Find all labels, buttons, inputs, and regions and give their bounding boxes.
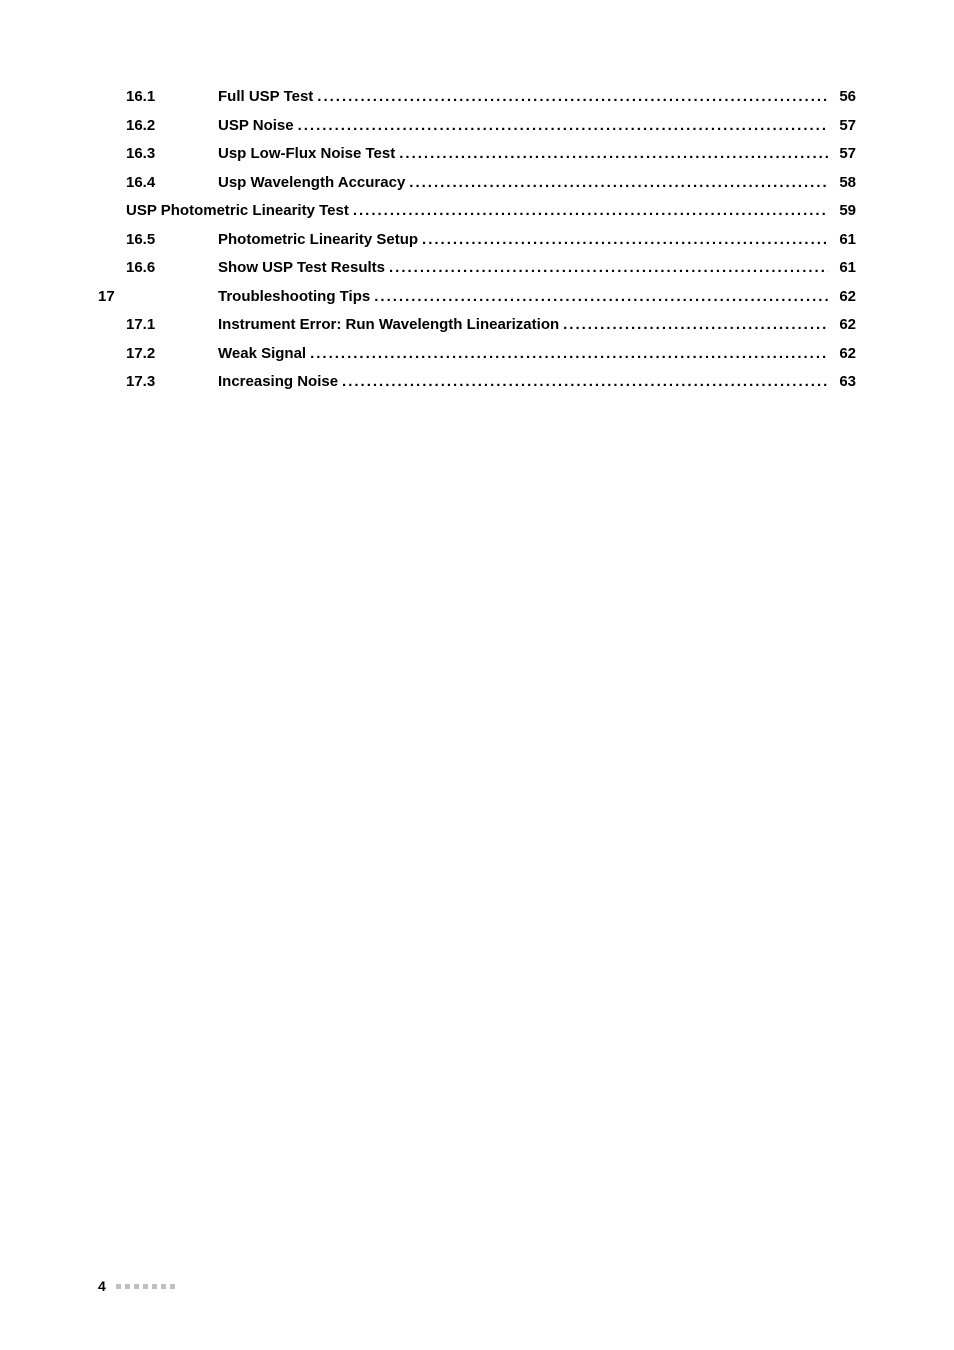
- toc-leader-dots: [389, 257, 828, 280]
- toc-entry-title: Usp Low-Flux Noise Test: [218, 143, 395, 166]
- toc-entry: 17.3 Increasing Noise 63: [98, 371, 856, 394]
- toc-entry-number: 16.3: [98, 143, 182, 166]
- toc-entry-title: Usp Wavelength Accuracy: [218, 172, 405, 195]
- toc-entry: 17.1 Instrument Error: Run Wavelength Lin…: [98, 314, 856, 337]
- toc-entry: 16.5 Photometric Linearity Setup 61: [98, 229, 856, 252]
- toc-entry-title: Full USP Test: [218, 86, 313, 109]
- toc-leader-dots: [563, 314, 828, 337]
- toc-entry: 16.6 Show USP Test Results 61: [98, 257, 856, 280]
- toc-entry-page: 59: [832, 200, 856, 223]
- toc-entry-title: USP Photometric Linearity Test: [126, 200, 349, 223]
- toc-entry-number: 16.6: [98, 257, 182, 280]
- toc-entry-number: 16.1: [98, 86, 182, 109]
- toc-entry-number: 17.2: [98, 343, 182, 366]
- toc-entry-title: Instrument Error: Run Wavelength Lineari…: [218, 314, 559, 337]
- toc-leader-dots: [317, 86, 828, 109]
- toc-entry-page: 58: [832, 172, 856, 195]
- toc-entry-page: 63: [832, 371, 856, 394]
- toc-leader-dots: [422, 229, 828, 252]
- toc-leader-dots: [298, 115, 828, 138]
- toc-entry: 17 Troubleshooting Tips 62: [98, 286, 856, 309]
- toc-entry-title: Photometric Linearity Setup: [218, 229, 418, 252]
- document-page: 16.1Full USP Test 5616.2USP Noise 5716.3…: [0, 0, 954, 1350]
- toc-leader-dots: [409, 172, 828, 195]
- toc-entry-title: Weak Signal: [218, 343, 306, 366]
- page-footer: 4: [98, 1278, 175, 1294]
- toc-leader-dots: [342, 371, 828, 394]
- page-number: 4: [98, 1278, 106, 1294]
- toc-leader-dots: [399, 143, 828, 166]
- toc-entry: 16.4 Usp Wavelength Accuracy 58: [98, 172, 856, 195]
- toc-entry-page: 62: [832, 314, 856, 337]
- toc-leader-dots: [310, 343, 828, 366]
- toc-entry-page: 57: [832, 115, 856, 138]
- toc-entry-title: USP Noise: [218, 115, 294, 138]
- toc-leader-dots: [374, 286, 828, 309]
- toc-entry-number: 16.5: [98, 229, 182, 252]
- toc-entry: 16.1 Full USP Test 56: [98, 86, 856, 109]
- toc-entry-page: 62: [832, 343, 856, 366]
- toc-entry: 17.2 Weak Signal 62: [98, 343, 856, 366]
- toc-entry-page: 61: [832, 257, 856, 280]
- toc-entry-title: Troubleshooting Tips: [218, 286, 370, 309]
- toc-entry-number: 17.3: [98, 371, 182, 394]
- table-of-contents: 16.1Full USP Test 5616.2USP Noise 5716.3…: [98, 86, 856, 394]
- toc-entry-page: 61: [832, 229, 856, 252]
- toc-entry-page: 62: [832, 286, 856, 309]
- footer-square-icon: [134, 1284, 139, 1289]
- toc-entry-page: 57: [832, 143, 856, 166]
- footer-square-icon: [125, 1284, 130, 1289]
- toc-chapter-number: 17: [98, 286, 126, 309]
- toc-leader-dots: [353, 200, 828, 223]
- toc-entry: 16.3 Usp Low-Flux Noise Test 57: [98, 143, 856, 166]
- toc-entry-number: 17.1: [98, 314, 182, 337]
- toc-entry-number: 16.4: [98, 172, 182, 195]
- footer-square-icon: [161, 1284, 166, 1289]
- toc-entry-number: 16.2: [98, 115, 182, 138]
- footer-square-icon: [170, 1284, 175, 1289]
- toc-entry-page: 56: [832, 86, 856, 109]
- toc-entry-title: Increasing Noise: [218, 371, 338, 394]
- toc-entry: USP Photometric Linearity Test 59: [98, 200, 856, 223]
- footer-square-icon: [143, 1284, 148, 1289]
- footer-square-icon: [152, 1284, 157, 1289]
- footer-ornament: [116, 1284, 175, 1289]
- toc-entry: 16.2 USP Noise 57: [98, 115, 856, 138]
- footer-square-icon: [116, 1284, 121, 1289]
- toc-entry-title: Show USP Test Results: [218, 257, 385, 280]
